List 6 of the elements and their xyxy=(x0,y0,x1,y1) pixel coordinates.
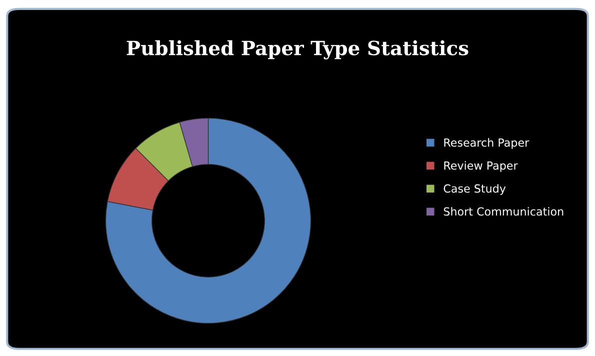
donut-slice xyxy=(105,118,312,324)
legend-label: Research Paper xyxy=(444,138,530,149)
legend-label: Short Communication xyxy=(444,207,564,216)
chart-title: Published Paper Type Statistics xyxy=(126,40,468,60)
legend-label: Review Paper xyxy=(444,161,518,172)
legend-label: Case Study xyxy=(444,184,506,195)
